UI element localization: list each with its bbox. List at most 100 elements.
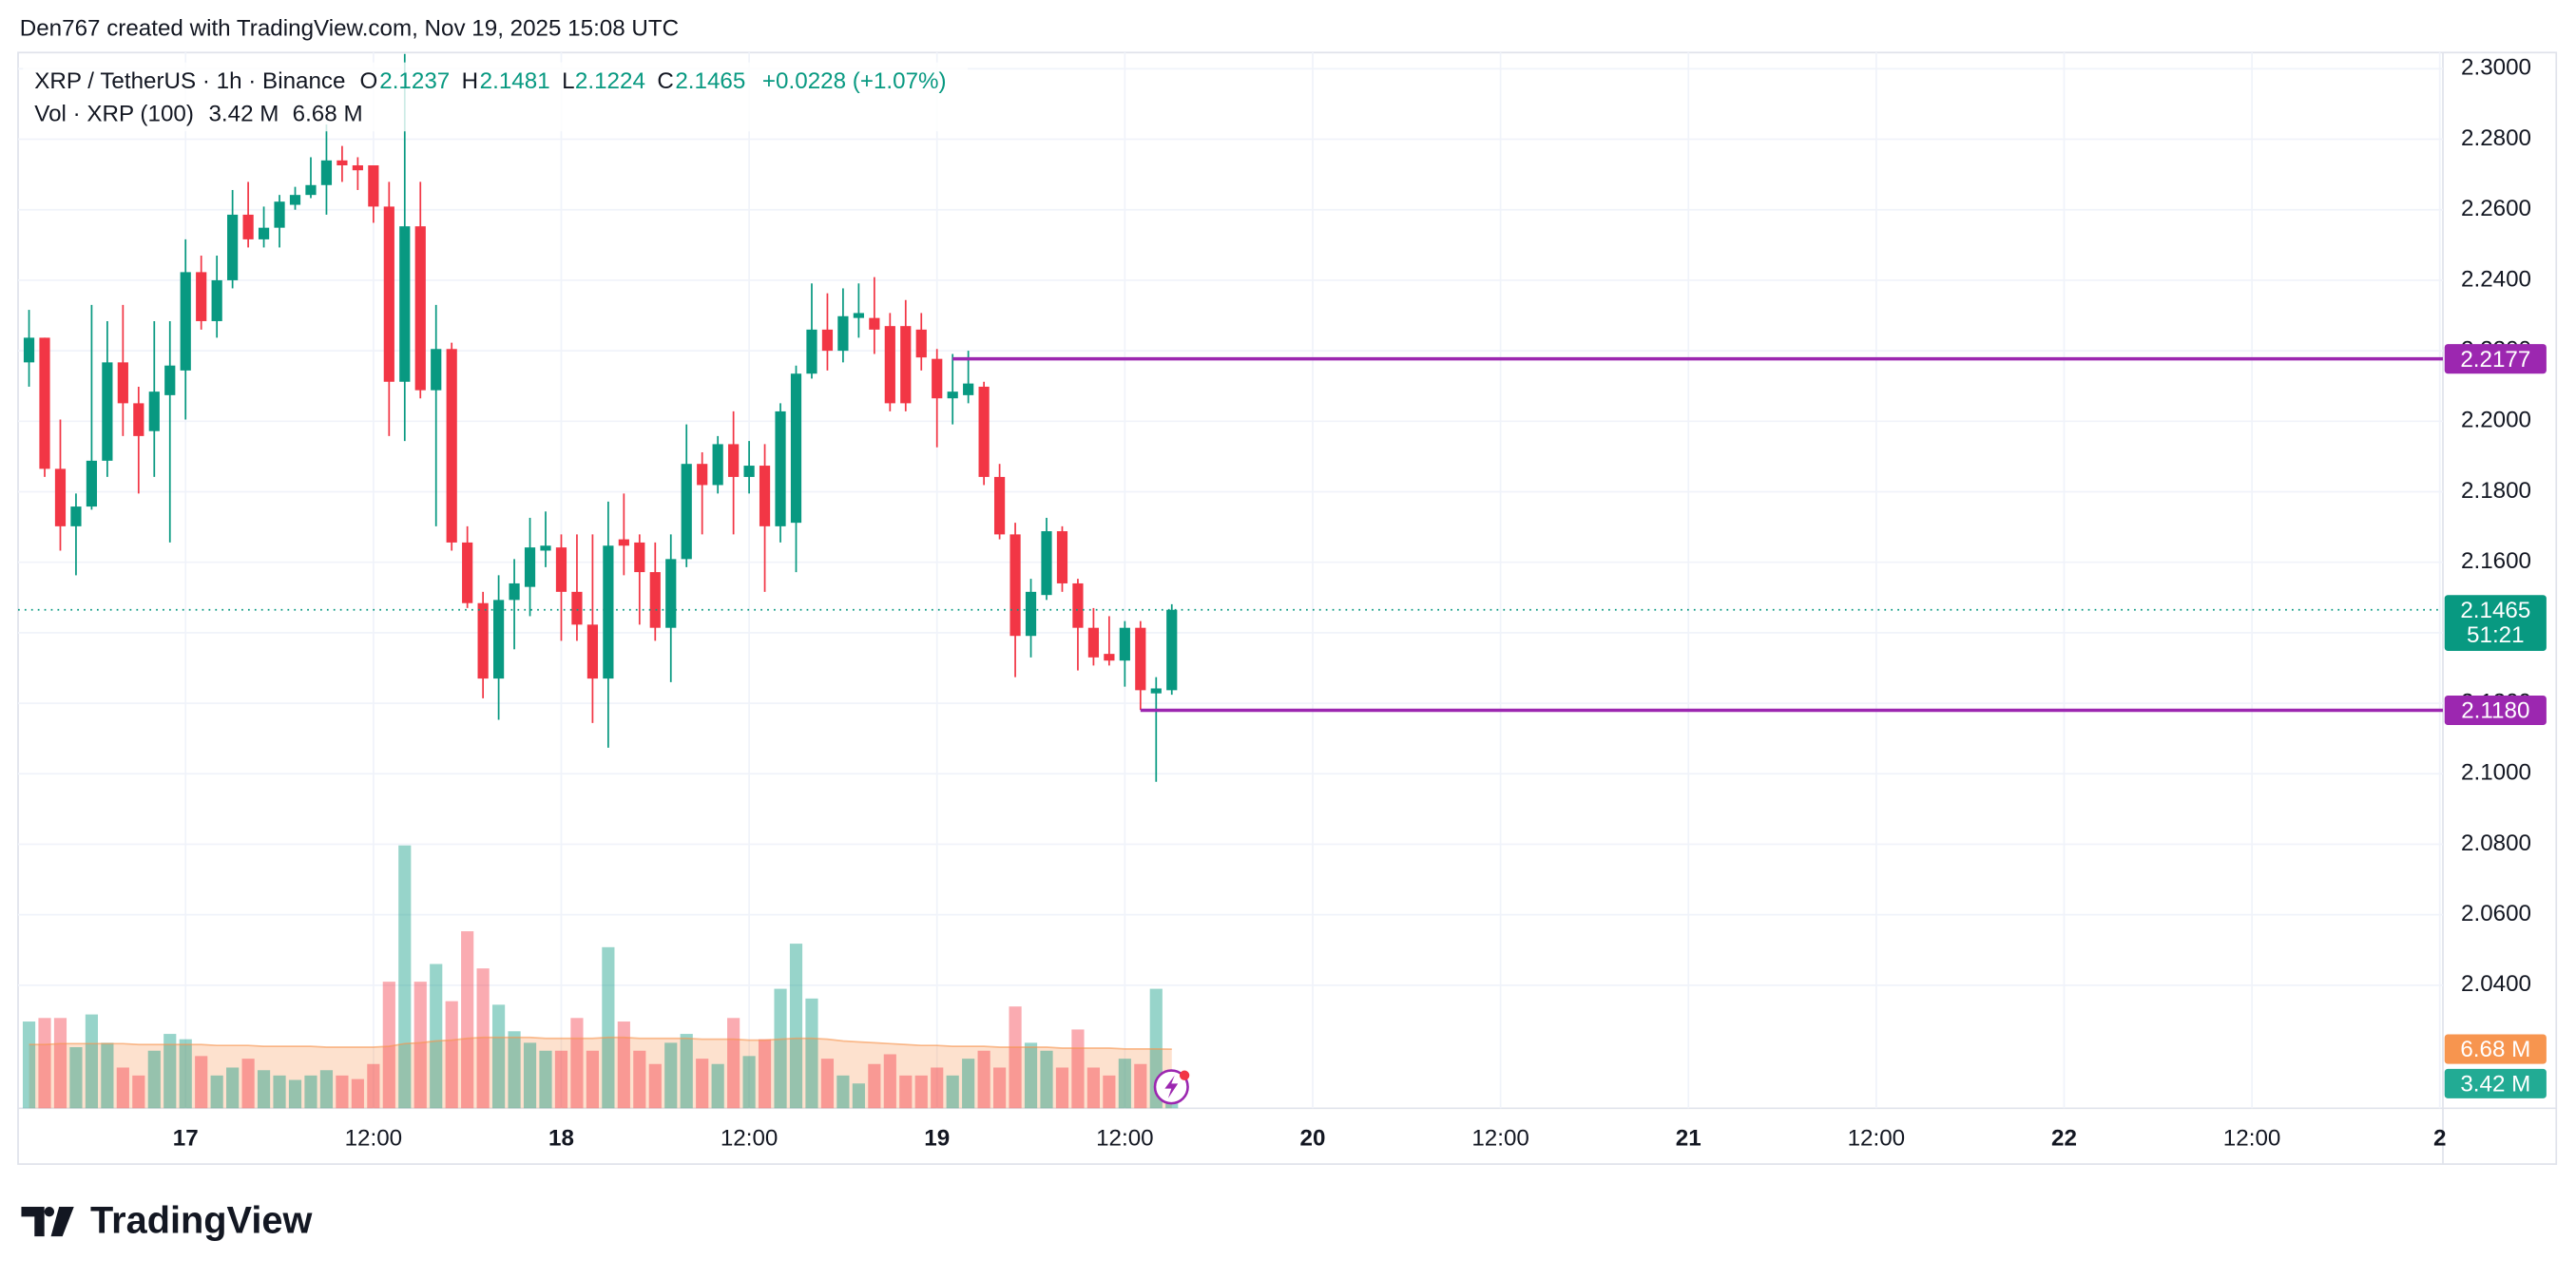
candle-body	[211, 279, 222, 321]
volume-bar	[241, 1059, 255, 1109]
candle-body	[900, 326, 912, 404]
volume-bar	[367, 1063, 380, 1109]
icon-dot[interactable]	[1179, 1070, 1190, 1080]
volume-bar	[711, 1063, 724, 1109]
candle-body	[462, 542, 473, 603]
volume-bar	[226, 1067, 240, 1109]
x-tick-label: 21	[1676, 1126, 1701, 1152]
volume-last-axis-label: 3.42 M	[2460, 1071, 2530, 1097]
candle-body	[39, 337, 50, 469]
y-tick-label: 2.2600	[2461, 196, 2531, 221]
x-tick-label: 12:00	[1848, 1126, 1906, 1152]
candle-body	[1041, 531, 1052, 596]
volume-bar	[852, 1083, 865, 1109]
volume-bar	[476, 968, 490, 1109]
candle-body	[70, 506, 82, 526]
candle-body	[242, 214, 254, 239]
candle-body	[1025, 591, 1037, 637]
legend-change: +0.0228 (+1.07%)	[762, 68, 947, 94]
x-tick-label: 12:00	[1471, 1126, 1529, 1152]
volume-bar	[1040, 1050, 1053, 1109]
x-tick-label: 12:00	[345, 1126, 403, 1152]
volume-bar	[304, 1075, 317, 1109]
volume-bar	[539, 1050, 552, 1109]
volume-bar	[1071, 1029, 1085, 1109]
candle-body	[289, 195, 301, 205]
y-tick-label: 2.2000	[2461, 408, 2531, 433]
candle-body	[383, 206, 394, 382]
candle-body	[915, 329, 927, 358]
candle-body	[649, 572, 661, 628]
brand-name: TradingView	[90, 1200, 312, 1242]
volume-bar	[914, 1075, 928, 1109]
candle-body	[180, 272, 191, 371]
candle-body	[1009, 534, 1021, 637]
volume-bar	[868, 1063, 881, 1109]
y-tick-label: 2.3000	[2461, 55, 2531, 81]
volume-bar	[508, 1031, 521, 1109]
volume-ma-line	[29, 1036, 1172, 1050]
x-tick-label: 19	[924, 1126, 950, 1152]
candle-body	[806, 329, 817, 374]
y-tick-label: 2.1600	[2461, 548, 2531, 574]
candle-body	[555, 547, 567, 592]
volume-bar	[742, 1056, 756, 1109]
candle-body	[775, 410, 786, 526]
last-price-label: 2.1465	[2460, 598, 2530, 623]
candle-body	[102, 362, 113, 461]
volume-bar	[101, 1042, 114, 1109]
volume-bar	[53, 1018, 67, 1109]
candle-body	[759, 466, 771, 526]
candle-body	[352, 164, 363, 171]
volume-bar	[132, 1075, 145, 1109]
volume-bar	[820, 1059, 835, 1109]
candle-body	[932, 358, 943, 399]
volume-bar	[257, 1070, 271, 1109]
brand-logo	[21, 1206, 74, 1237]
candle-body	[790, 373, 802, 524]
candle-body	[540, 545, 551, 551]
volume-bar	[680, 1034, 693, 1109]
volume-legend-last: 3.42 M	[208, 101, 279, 126]
candle-body	[697, 464, 708, 486]
price-label: 2.2177	[2460, 347, 2530, 372]
candle-body	[196, 272, 207, 321]
volume-legend-ma: 6.68 M	[293, 101, 363, 126]
candle-body	[86, 460, 98, 507]
volume-bar	[273, 1075, 286, 1109]
volume-bar	[1024, 1042, 1038, 1109]
volume-bar	[336, 1075, 349, 1109]
volume-bar	[727, 1018, 740, 1109]
x-tick-label: 12:00	[2223, 1126, 2281, 1152]
candle-body	[305, 184, 317, 196]
volume-bar	[1103, 1075, 1116, 1109]
volume-ma-box	[2444, 1034, 2547, 1064]
candle-body	[274, 201, 285, 228]
volume-ma-area	[29, 1037, 1172, 1109]
candle-body	[1087, 627, 1100, 658]
volume-bar	[1118, 1059, 1131, 1109]
volume-bar	[805, 998, 818, 1109]
candle-body	[853, 313, 864, 318]
volume-bar	[382, 982, 395, 1109]
y-tick-label: 2.2800	[2461, 125, 2531, 151]
y-tick-label: 2.1000	[2461, 760, 2531, 786]
legend-low: 2.1224	[575, 68, 645, 94]
replay-icon[interactable]	[1153, 1069, 1190, 1105]
candle-body	[821, 329, 834, 352]
candle-body	[743, 466, 755, 477]
legend-background	[23, 62, 968, 132]
volume-bar	[899, 1075, 913, 1109]
volume-bar	[931, 1067, 944, 1109]
candle-body	[148, 391, 160, 431]
candle-body	[884, 326, 895, 404]
candle-body	[1119, 627, 1130, 661]
volume-bar	[602, 946, 615, 1109]
price-label-box	[2444, 344, 2547, 374]
candle-body	[618, 539, 629, 546]
candle-body	[477, 602, 489, 679]
candle-body	[837, 315, 849, 352]
icon-bolt[interactable]	[1164, 1075, 1179, 1098]
